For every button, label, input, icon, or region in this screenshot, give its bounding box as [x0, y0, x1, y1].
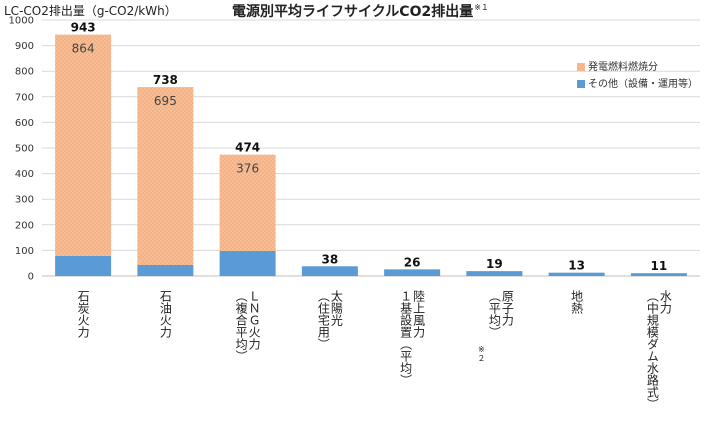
bar-other	[55, 255, 112, 276]
bar-other	[384, 269, 441, 276]
data-label-total: 26	[404, 255, 421, 269]
y-tick-label: 100	[15, 246, 34, 257]
data-label-total: 474	[235, 141, 260, 155]
x-tick-label: 原子力	[500, 290, 514, 327]
bar-other	[137, 264, 194, 276]
y-tick-label: 400	[15, 169, 34, 180]
bar-other	[466, 271, 523, 276]
data-label-total: 19	[486, 257, 503, 271]
legend-swatch	[577, 80, 585, 88]
bar-other	[301, 266, 358, 276]
bar-fuel	[55, 34, 112, 256]
chart-title-text: 電源別平均ライフサイクルCO2排出量	[232, 4, 474, 20]
bar-other	[630, 273, 687, 276]
data-label-fuel: 864	[72, 42, 95, 56]
legend-label: その他（設備・運用等）	[588, 77, 698, 90]
data-label-total: 943	[71, 21, 96, 35]
bar-other	[548, 272, 605, 276]
data-label-fuel: 695	[154, 94, 177, 108]
data-label-total: 738	[153, 73, 178, 87]
bar-fuel	[137, 87, 194, 265]
y-tick-label: 700	[15, 92, 34, 103]
x-tick-label: 太陽光	[329, 289, 343, 326]
y-tick-label: 800	[15, 67, 34, 78]
y-tick-label: 600	[15, 118, 34, 129]
x-tick-label: 石油火力	[158, 290, 172, 339]
x-tick-label: 地熱	[570, 290, 584, 315]
y-axis-title: LC-CO2排出量（g-CO2/kWh）	[4, 4, 177, 18]
y-tick-label: 500	[15, 144, 34, 155]
y-tick-label: 0	[28, 272, 34, 283]
chart-title-note: ※１	[474, 3, 489, 12]
x-tick-label: 水力	[658, 290, 672, 315]
data-labels: 864 943 695 738 376 474 38 26 19 13 11	[71, 21, 668, 274]
x-tick-label: （中規模ダム水路式）	[645, 290, 659, 410]
x-tick-label: ＬＮＧ火力	[247, 290, 261, 351]
y-tick-label: 1000	[9, 16, 34, 27]
x-tick-label: 陸上風力	[412, 290, 426, 339]
x-tick-label: （複合平均）	[234, 290, 248, 362]
legend-swatch	[577, 63, 585, 71]
data-label-total: 38	[322, 252, 339, 266]
x-tick-label: 石炭火力	[76, 290, 90, 339]
data-label-total: 11	[651, 259, 668, 273]
y-tick-label: 300	[15, 195, 34, 206]
y-tick-label: 200	[15, 220, 34, 231]
x-tick-label: ※２	[477, 345, 486, 362]
y-axis-ticks: 0 100 200 300 400 500 600 700 800 900 1000	[9, 16, 34, 283]
data-label-fuel: 376	[236, 162, 259, 176]
x-tick-label: １基設置（平均）	[399, 290, 413, 386]
x-tick-label: （住宅用）	[316, 290, 330, 350]
bar-fuel	[219, 154, 276, 251]
x-tick-label: （平均）	[487, 290, 501, 338]
chart-title: 電源別平均ライフサイクルCO2排出量※１	[232, 1, 489, 21]
bars	[55, 34, 687, 276]
bar-other	[219, 250, 276, 276]
legend-label: 発電燃料燃焼分	[588, 60, 658, 73]
y-tick-label: 900	[15, 41, 34, 52]
data-label-total: 13	[568, 259, 585, 273]
